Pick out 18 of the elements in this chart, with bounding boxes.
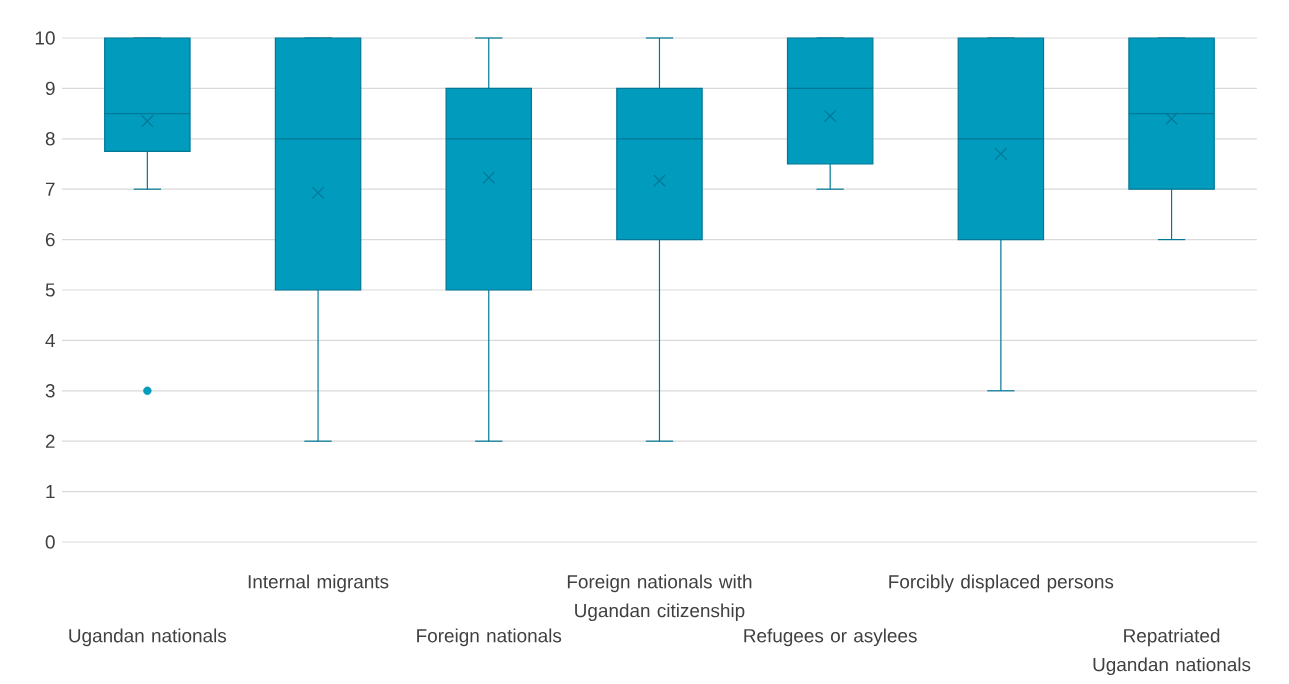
x-tick-label: Ugandan nationals (69, 628, 227, 647)
y-tick-label: 7 (45, 182, 55, 196)
x-tick-label: Internal migrants (248, 574, 389, 593)
y-tick-label: 9 (45, 81, 55, 96)
x-tick-label: Refugees or asylees (744, 628, 917, 647)
x-tick-label: Repatriated Ugandan nationals (1093, 628, 1251, 676)
y-tick-label: 6 (45, 232, 55, 247)
y-tick-label: 1 (46, 485, 55, 499)
y-tick-label: 0 (45, 535, 55, 549)
y-tick-label: 10 (35, 31, 55, 45)
x-tick-label: Foreign nationals (417, 628, 562, 647)
x-tick-label: Foreign nationals with Ugandan citizenship (567, 574, 752, 622)
y-tick-label: 8 (45, 132, 55, 146)
y-tick-label: 3 (45, 384, 55, 398)
x-tick-label: Forcibly displaced persons (889, 574, 1114, 593)
y-tick-label: 5 (45, 283, 55, 297)
y-tick-label: 2 (45, 434, 55, 448)
y-tick-label: 4 (45, 333, 55, 347)
